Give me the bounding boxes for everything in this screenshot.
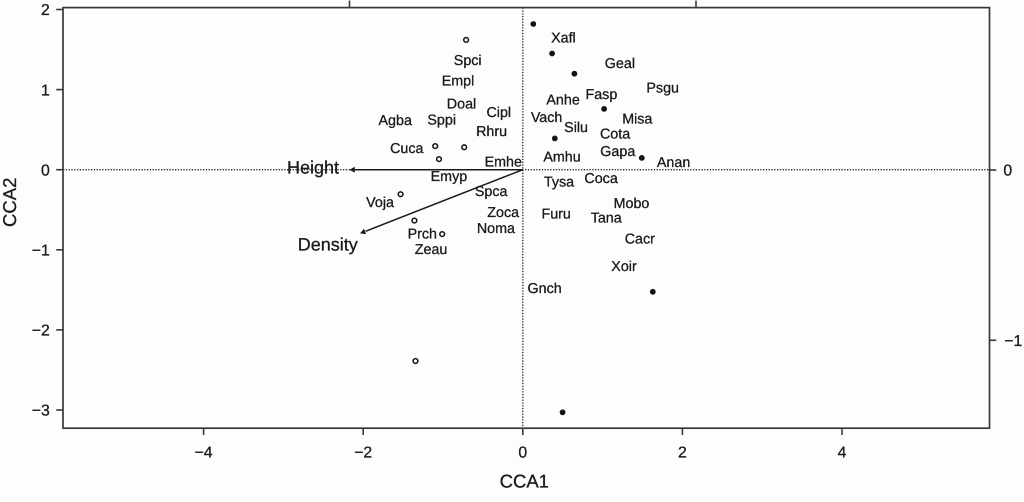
svg-text:Anhe: Anhe xyxy=(546,93,579,109)
svg-text:Furu: Furu xyxy=(541,207,570,223)
svg-text:2: 2 xyxy=(678,444,687,461)
svg-text:Cuca: Cuca xyxy=(390,141,423,157)
svg-text:1: 1 xyxy=(41,82,50,99)
svg-text:Xafl: Xafl xyxy=(551,31,576,47)
svg-text:4: 4 xyxy=(838,444,847,461)
svg-text:Spci: Spci xyxy=(454,53,482,69)
svg-text:−3: −3 xyxy=(32,403,50,420)
svg-text:Zoca: Zoca xyxy=(487,205,519,221)
svg-text:Silu: Silu xyxy=(564,120,588,136)
svg-text:Gapa: Gapa xyxy=(600,144,635,160)
svg-text:Emyp: Emyp xyxy=(431,169,468,185)
svg-text:Spca: Spca xyxy=(475,184,508,200)
svg-text:−2: −2 xyxy=(354,444,372,461)
svg-text:Psgu: Psgu xyxy=(646,80,679,96)
svg-text:Voja: Voja xyxy=(366,195,394,211)
svg-text:−4: −4 xyxy=(195,444,213,461)
svg-text:Zeau: Zeau xyxy=(415,242,448,258)
svg-text:Anan: Anan xyxy=(657,155,690,171)
svg-text:Misa: Misa xyxy=(622,112,652,128)
svg-text:Cipl: Cipl xyxy=(486,105,511,121)
svg-text:Density: Density xyxy=(298,235,358,255)
svg-text:Cota: Cota xyxy=(600,126,630,142)
svg-text:2: 2 xyxy=(41,2,50,19)
svg-text:Tana: Tana xyxy=(591,211,622,227)
svg-text:Coca: Coca xyxy=(584,171,617,187)
svg-text:Rhru: Rhru xyxy=(476,124,507,140)
svg-text:Fasp: Fasp xyxy=(586,87,618,103)
svg-text:Height: Height xyxy=(287,158,339,178)
svg-text:Emhe: Emhe xyxy=(485,154,522,170)
svg-text:Noma: Noma xyxy=(477,221,515,237)
svg-text:Amhu: Amhu xyxy=(543,149,580,165)
svg-text:Tysa: Tysa xyxy=(544,175,574,191)
svg-text:Gnch: Gnch xyxy=(528,281,562,297)
svg-text:Sppi: Sppi xyxy=(427,113,456,129)
svg-text:0: 0 xyxy=(1003,163,1012,180)
svg-text:Prch: Prch xyxy=(408,226,437,242)
svg-text:Agba: Agba xyxy=(379,113,412,129)
svg-text:Vach: Vach xyxy=(531,110,563,126)
svg-text:−1: −1 xyxy=(1004,333,1022,350)
svg-text:Geal: Geal xyxy=(605,56,635,72)
svg-text:−1: −1 xyxy=(32,242,50,259)
svg-text:Doal: Doal xyxy=(447,96,476,112)
svg-text:Xoir: Xoir xyxy=(611,259,637,275)
svg-text:Cacr: Cacr xyxy=(625,232,655,248)
svg-text:CCA1: CCA1 xyxy=(500,470,549,491)
svg-text:Empl: Empl xyxy=(442,73,475,89)
svg-text:−2: −2 xyxy=(32,323,50,340)
svg-text:CCA2: CCA2 xyxy=(0,178,20,227)
svg-text:0: 0 xyxy=(518,444,527,461)
svg-text:Mobo: Mobo xyxy=(614,196,650,212)
svg-text:0: 0 xyxy=(41,162,50,179)
